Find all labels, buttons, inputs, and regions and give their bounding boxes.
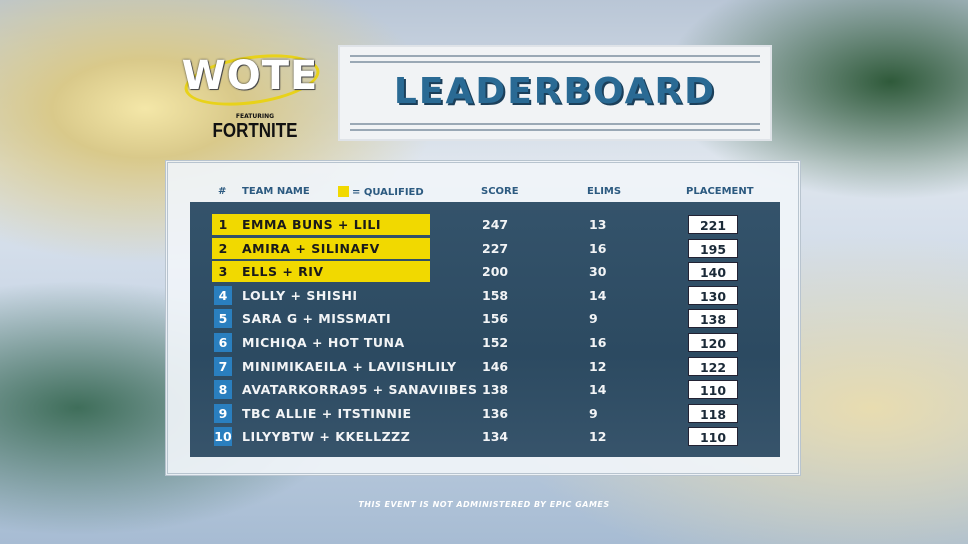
rank-badge: 7 — [214, 356, 232, 376]
disclaimer: THIS EVENT IS NOT ADMINISTERED BY EPIC G… — [358, 500, 610, 509]
elims-cell: 13 — [589, 217, 607, 232]
header-placement: PLACEMENT — [686, 186, 754, 197]
team-bar: 8 AVATARKORRA95 + SANAVIIBES — [212, 379, 477, 400]
team-name: TBC ALLIE + ITSTINNIE — [242, 405, 412, 421]
elims-cell: 9 — [589, 311, 598, 327]
page-title: LEADERBOARD — [393, 71, 717, 112]
score-cell: 138 — [482, 382, 509, 398]
score-cell: 156 — [482, 311, 509, 327]
score-cell: 146 — [482, 358, 509, 374]
elims-cell: 16 — [589, 240, 607, 256]
team-name: LOLLY + SHISHI — [242, 287, 358, 303]
wote-logo-text: WOTE — [181, 53, 319, 99]
placement-cell: 130 — [688, 285, 738, 305]
header-team-name: TEAM NAME — [242, 186, 310, 197]
rank-badge: 4 — [214, 285, 232, 305]
score-cell: 134 — [482, 429, 509, 445]
placement-cell: 221 — [688, 215, 738, 234]
rank-badge: 8 — [214, 380, 232, 400]
team-bar: 5 SARA G + MISSMATI — [212, 308, 430, 329]
elims-cell: 16 — [589, 335, 607, 350]
team-bar: 9 TBC ALLIE + ITSTINNIE — [212, 403, 430, 424]
score-cell: 152 — [482, 335, 509, 350]
placement-cell: 138 — [688, 309, 738, 329]
rank-badge: 6 — [214, 333, 232, 352]
table-row: 4 LOLLY + SHISHI 158 14 130 — [190, 285, 780, 306]
team-name: SARA G + MISSMATI — [242, 311, 392, 327]
team-name: ELLS + RIV — [242, 264, 324, 280]
placement-cell: 110 — [688, 380, 738, 400]
qualified-swatch — [338, 186, 349, 197]
team-bar: 10 LILYYBTW + KKELLZZZ — [212, 426, 430, 447]
table-header: # TEAM NAME = QUALIFIED SCORE ELIMS PLAC… — [168, 180, 798, 202]
table-row: 5 SARA G + MISSMATI 156 9 138 — [190, 308, 780, 329]
team-name: AMIRA + SILINAFV — [242, 240, 380, 256]
table-row: 10 LILYYBTW + KKELLZZZ 134 12 110 — [190, 426, 780, 447]
fortnite-logo-text: FORTNITE — [212, 120, 298, 142]
table-row: 3 ELLS + RIV 200 30 140 — [190, 261, 780, 283]
score-cell: 200 — [482, 264, 509, 280]
elims-cell: 30 — [589, 264, 607, 280]
table-body: 1 EMMA BUNS + LILI 247 13 221 2 AMIRA + … — [190, 202, 780, 457]
featuring-label: FEATURING — [235, 113, 275, 120]
rank-badge: 10 — [214, 427, 232, 447]
score-cell: 247 — [482, 217, 509, 232]
table-row: 9 TBC ALLIE + ITSTINNIE 136 9 118 — [190, 403, 780, 424]
team-name: LILYYBTW + KKELLZZZ — [242, 429, 411, 445]
placement-cell: 195 — [688, 238, 738, 258]
table-row: 7 MINIMIKAEILA + LAVIISHLILY 146 12 122 — [190, 356, 780, 377]
team-name: MINIMIKAEILA + LAVIISHLILY — [242, 358, 457, 374]
rank-badge: 2 — [218, 240, 228, 256]
elims-cell: 12 — [589, 358, 607, 374]
score-cell: 136 — [482, 405, 509, 421]
table-row: 1 EMMA BUNS + LILI 247 13 221 — [190, 214, 780, 235]
team-bar: 4 LOLLY + SHISHI — [212, 285, 430, 306]
placement-cell: 118 — [688, 403, 738, 423]
greek-key-border-bottom — [350, 123, 760, 131]
placement-cell: 120 — [688, 333, 738, 352]
table-row: 8 AVATARKORRA95 + SANAVIIBES 138 14 110 — [190, 379, 780, 400]
rank-badge: 9 — [214, 403, 232, 423]
elims-cell: 9 — [589, 405, 598, 421]
score-cell: 227 — [482, 240, 509, 256]
team-name: AVATARKORRA95 + SANAVIIBES — [242, 382, 478, 398]
qualified-legend-label: = QUALIFIED — [352, 187, 424, 198]
rank-badge: 5 — [214, 309, 232, 329]
qualified-team-bar: 1 EMMA BUNS + LILI — [212, 214, 430, 235]
rank-badge: 3 — [218, 264, 228, 280]
header-elims: ELIMS — [587, 186, 622, 197]
header-score: SCORE — [481, 186, 519, 197]
team-name: EMMA BUNS + LILI — [242, 217, 381, 232]
placement-cell: 110 — [688, 427, 738, 447]
table-row: 2 AMIRA + SILINAFV 227 16 195 — [190, 237, 780, 259]
elims-cell: 14 — [589, 287, 607, 303]
elims-cell: 12 — [589, 429, 607, 445]
title-banner: LEADERBOARD — [338, 45, 772, 141]
table-row: 6 MICHIQA + HOT TUNA 152 16 120 — [190, 332, 780, 353]
leaderboard-table: # TEAM NAME = QUALIFIED SCORE ELIMS PLAC… — [165, 160, 801, 476]
team-name: MICHIQA + HOT TUNA — [242, 335, 405, 350]
wote-fortnite-logo: WOTE FEATURING FORTNITE — [180, 46, 323, 148]
placement-cell: 140 — [688, 262, 738, 282]
elims-cell: 14 — [589, 382, 607, 398]
qualified-team-bar: 3 ELLS + RIV — [212, 261, 430, 283]
greek-key-border-top — [350, 55, 760, 63]
score-cell: 158 — [482, 287, 509, 303]
header-rank: # — [218, 186, 227, 197]
rank-badge: 1 — [218, 217, 228, 232]
placement-cell: 122 — [688, 356, 738, 376]
qualified-team-bar: 2 AMIRA + SILINAFV — [212, 237, 430, 259]
team-bar: 7 MINIMIKAEILA + LAVIISHLILY — [212, 356, 456, 377]
qualified-legend: = QUALIFIED — [338, 186, 424, 198]
team-bar: 6 MICHIQA + HOT TUNA — [212, 332, 430, 353]
